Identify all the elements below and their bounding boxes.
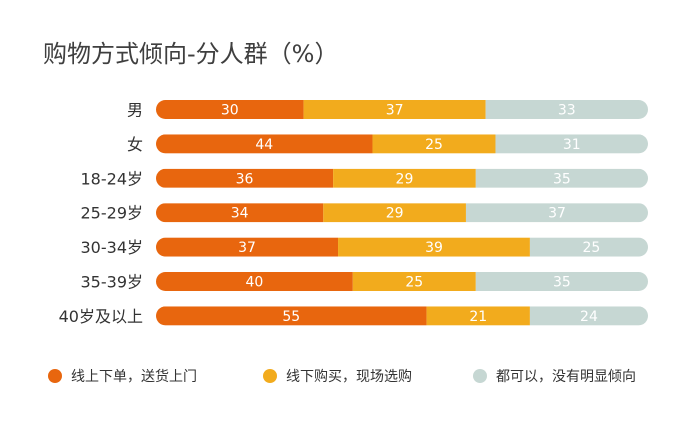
legend-marker: [263, 369, 277, 383]
data-label: 37: [238, 240, 256, 256]
data-label: 31: [563, 137, 581, 153]
bar-row: 男 30 37 33: [127, 100, 648, 120]
bar-row: 女 44 25 31: [127, 134, 648, 154]
legend-item: 都可以，没有明显倾向: [473, 369, 636, 385]
data-label: 35: [553, 171, 571, 187]
bar-segment: [485, 100, 648, 119]
data-label: 25: [425, 137, 443, 153]
bar-segment: [352, 272, 476, 291]
bar-segment: [156, 168, 334, 188]
bar-segment: [156, 306, 427, 326]
bar-segment: [465, 203, 648, 223]
data-label: 30: [221, 103, 239, 119]
bar-segment: [156, 100, 304, 119]
category-label: 25-29岁: [81, 204, 144, 223]
category-label: 40岁及以上: [59, 307, 143, 326]
category-label: 18-24岁: [81, 169, 144, 188]
data-label: 55: [282, 309, 300, 325]
category-label: 30-34岁: [81, 238, 144, 257]
data-label: 39: [425, 240, 443, 256]
legend-item: 线下购买，现场选购: [263, 369, 412, 385]
legend-marker: [48, 369, 62, 383]
legend: 线上下单，送货上门 线下购买，现场选购 都可以，没有明显倾向: [48, 368, 636, 385]
bar-segment: [303, 100, 486, 119]
bar-segment: [156, 272, 353, 291]
data-label: 29: [396, 171, 414, 187]
bar-segment: [475, 272, 648, 291]
data-label: 25: [405, 275, 423, 291]
legend-item: 线上下单，送货上门: [48, 368, 197, 385]
bar-segment: [156, 203, 324, 223]
data-label: 44: [255, 137, 273, 153]
data-label: 37: [386, 103, 404, 119]
data-label: 24: [580, 309, 598, 325]
category-label: 35-39岁: [81, 273, 144, 292]
legend-label: 线下购买，现场选购: [286, 369, 412, 385]
data-label: 21: [469, 309, 487, 325]
legend-label: 线上下单，送货上门: [71, 368, 197, 385]
data-label: 40: [245, 275, 263, 291]
legend-marker: [473, 369, 487, 383]
bar-segment: [156, 237, 339, 257]
category-label: 男: [127, 101, 143, 120]
category-label: 女: [127, 135, 143, 154]
data-label: 25: [583, 240, 601, 256]
bar-row: 35-39岁 40 25 35: [81, 272, 648, 292]
bar-segment: [529, 237, 648, 257]
bar-segment: [156, 134, 373, 154]
data-label: 36: [236, 171, 254, 187]
bar-row: 30-34岁 37 39 25: [81, 237, 648, 257]
bar-segment: [333, 168, 476, 188]
data-label: 33: [558, 103, 576, 119]
bar-segment: [475, 168, 648, 188]
bar-row: 25-29岁 34 29 37: [81, 203, 648, 223]
data-label: 37: [548, 206, 566, 222]
bar-segment: [529, 306, 648, 326]
bar-segment: [426, 306, 530, 326]
bar-segment: [338, 237, 530, 257]
legend-label: 都可以，没有明显倾向: [496, 369, 636, 385]
data-label: 29: [386, 206, 404, 222]
bar-segment: [495, 134, 648, 154]
data-label: 35: [553, 275, 571, 291]
bar-row: 40岁及以上 55 21 24: [59, 306, 648, 326]
chart-title: 购物方式倾向-分人群（%）: [43, 40, 338, 68]
data-label: 34: [231, 206, 249, 222]
bar-row: 18-24岁 36 29 35: [81, 168, 648, 188]
bar-segment: [372, 134, 496, 154]
bar-segment: [323, 203, 466, 223]
